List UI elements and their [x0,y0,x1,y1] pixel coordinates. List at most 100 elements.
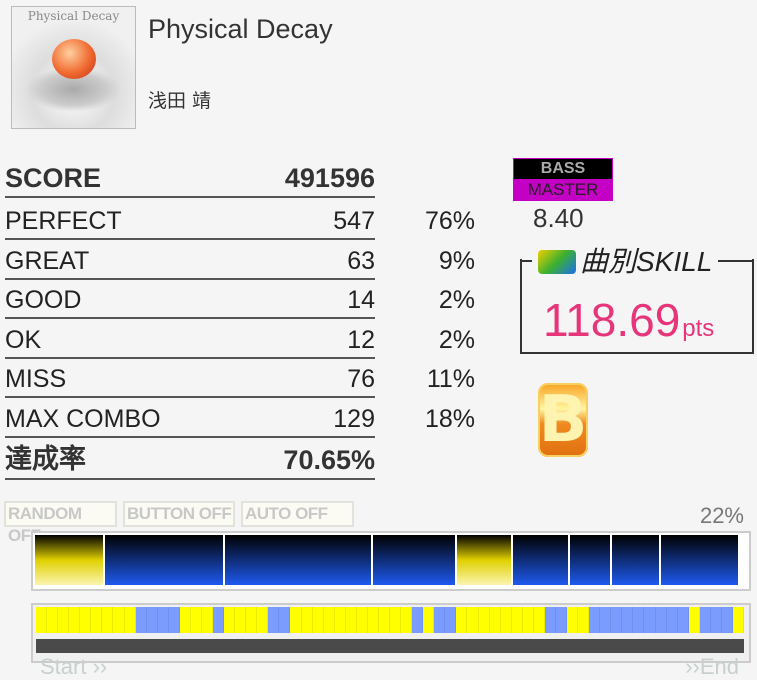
progress-track [36,639,744,653]
combo-cell [80,607,92,633]
combo-cell [367,607,379,633]
combo-cell [102,607,114,633]
stat-row-miss: MISS 76 11% [5,358,475,399]
combo-cell [423,607,435,633]
section-segment [661,535,738,585]
combo-cell [666,607,678,633]
skill-value: 118.69pts [543,293,714,347]
achievement-row: 達成率 70.65% [5,440,375,480]
section-bar [31,531,751,591]
combo-cells [36,607,744,633]
stat-row-great: GREAT 63 9% [5,240,475,280]
stat-value: 76 [347,365,375,394]
section-segment [35,535,103,585]
difficulty-level: 8.40 [533,203,584,233]
combo-cell [257,607,269,633]
stat-label: PERFECT [5,207,122,235]
combo-cell [69,607,81,633]
timeline-start: Start ›› [40,654,108,679]
section-segment [225,535,371,585]
section-segment [513,535,568,585]
stat-percent: 11% [426,365,475,394]
combo-cell [555,607,567,633]
stat-label: GREAT [5,246,90,275]
stat-value: 129 [333,405,375,433]
combo-cell [124,607,136,633]
combo-cell [312,607,324,633]
option-auto: AUTO OFF [241,501,354,527]
stat-label: MAX COMBO [5,405,161,433]
combo-cell [390,607,402,633]
achievement-value: 70.65% [283,445,375,475]
skill-unit: pts [682,315,715,342]
combo-cell [655,607,667,633]
stat-label: GOOD [5,286,82,315]
combo-cell [91,607,103,633]
combo-cell [544,607,556,633]
stat-row-max-combo: MAX COMBO 129 18% [5,398,475,438]
combo-cell [58,607,70,633]
combo-cell [345,607,357,633]
song-title: Physical Decay [148,14,333,44]
combo-cell [412,607,424,633]
combo-cell [146,607,158,633]
stat-percent: 2% [438,286,475,315]
stat-row-perfect: PERFECT 547 76% [5,200,475,240]
combo-cell [401,607,413,633]
combo-cell [434,607,446,633]
stat-value: 12 [347,325,375,354]
combo-cell [578,607,590,633]
progress-percent: 22% [699,503,744,528]
combo-cell [356,607,368,633]
combo-cell [533,607,545,633]
timeline-end: ››End [685,654,739,679]
section-segment [612,535,659,585]
part-label: BASS [513,158,613,179]
combo-cell [279,607,291,633]
combo-cell [478,607,490,633]
combo-cell [135,607,147,633]
rank-icon: B [538,383,588,457]
stat-value: 547 [333,207,375,235]
stat-percent: 9% [438,246,475,275]
combo-cell [456,607,468,633]
combo-cell [688,607,700,633]
combo-cell [168,607,180,633]
score-label: SCORE [5,163,102,193]
combo-cell [157,607,169,633]
combo-cell [190,607,202,633]
skill-label-text: 曲別SKILL [580,246,713,277]
score-value: 491596 [284,163,375,193]
jacket-title: Physical Decay [27,9,120,23]
combo-cell [290,607,302,633]
combo-cell [567,607,579,633]
combo-cell [511,607,523,633]
combo-cell [611,607,623,633]
stat-percent: 76% [424,207,475,235]
skill-number: 118.69 [543,294,681,346]
combo-cell [489,607,501,633]
combo-cell [633,607,645,633]
option-button: BUTTON OFF [123,501,235,527]
combo-cell [47,607,59,633]
combo-cell [500,607,512,633]
difficulty-label: MASTER [513,179,613,201]
combo-cell [522,607,534,633]
stat-label: MISS [5,365,67,394]
combo-cell [677,607,689,633]
combo-cell [224,607,236,633]
combo-cell [600,607,612,633]
stat-value: 63 [347,246,375,275]
combo-cell [589,607,601,633]
stat-row-ok: OK 12 2% [5,319,475,359]
combo-bar [31,603,751,663]
combo-cell [732,607,744,633]
combo-cell [179,607,191,633]
stat-row-good: GOOD 14 2% [5,279,475,320]
combo-cell [699,607,711,633]
stat-percent: 2% [438,325,475,354]
skill-label: 曲別SKILL [532,240,719,280]
combo-cell [622,607,634,633]
combo-cell [721,607,733,633]
